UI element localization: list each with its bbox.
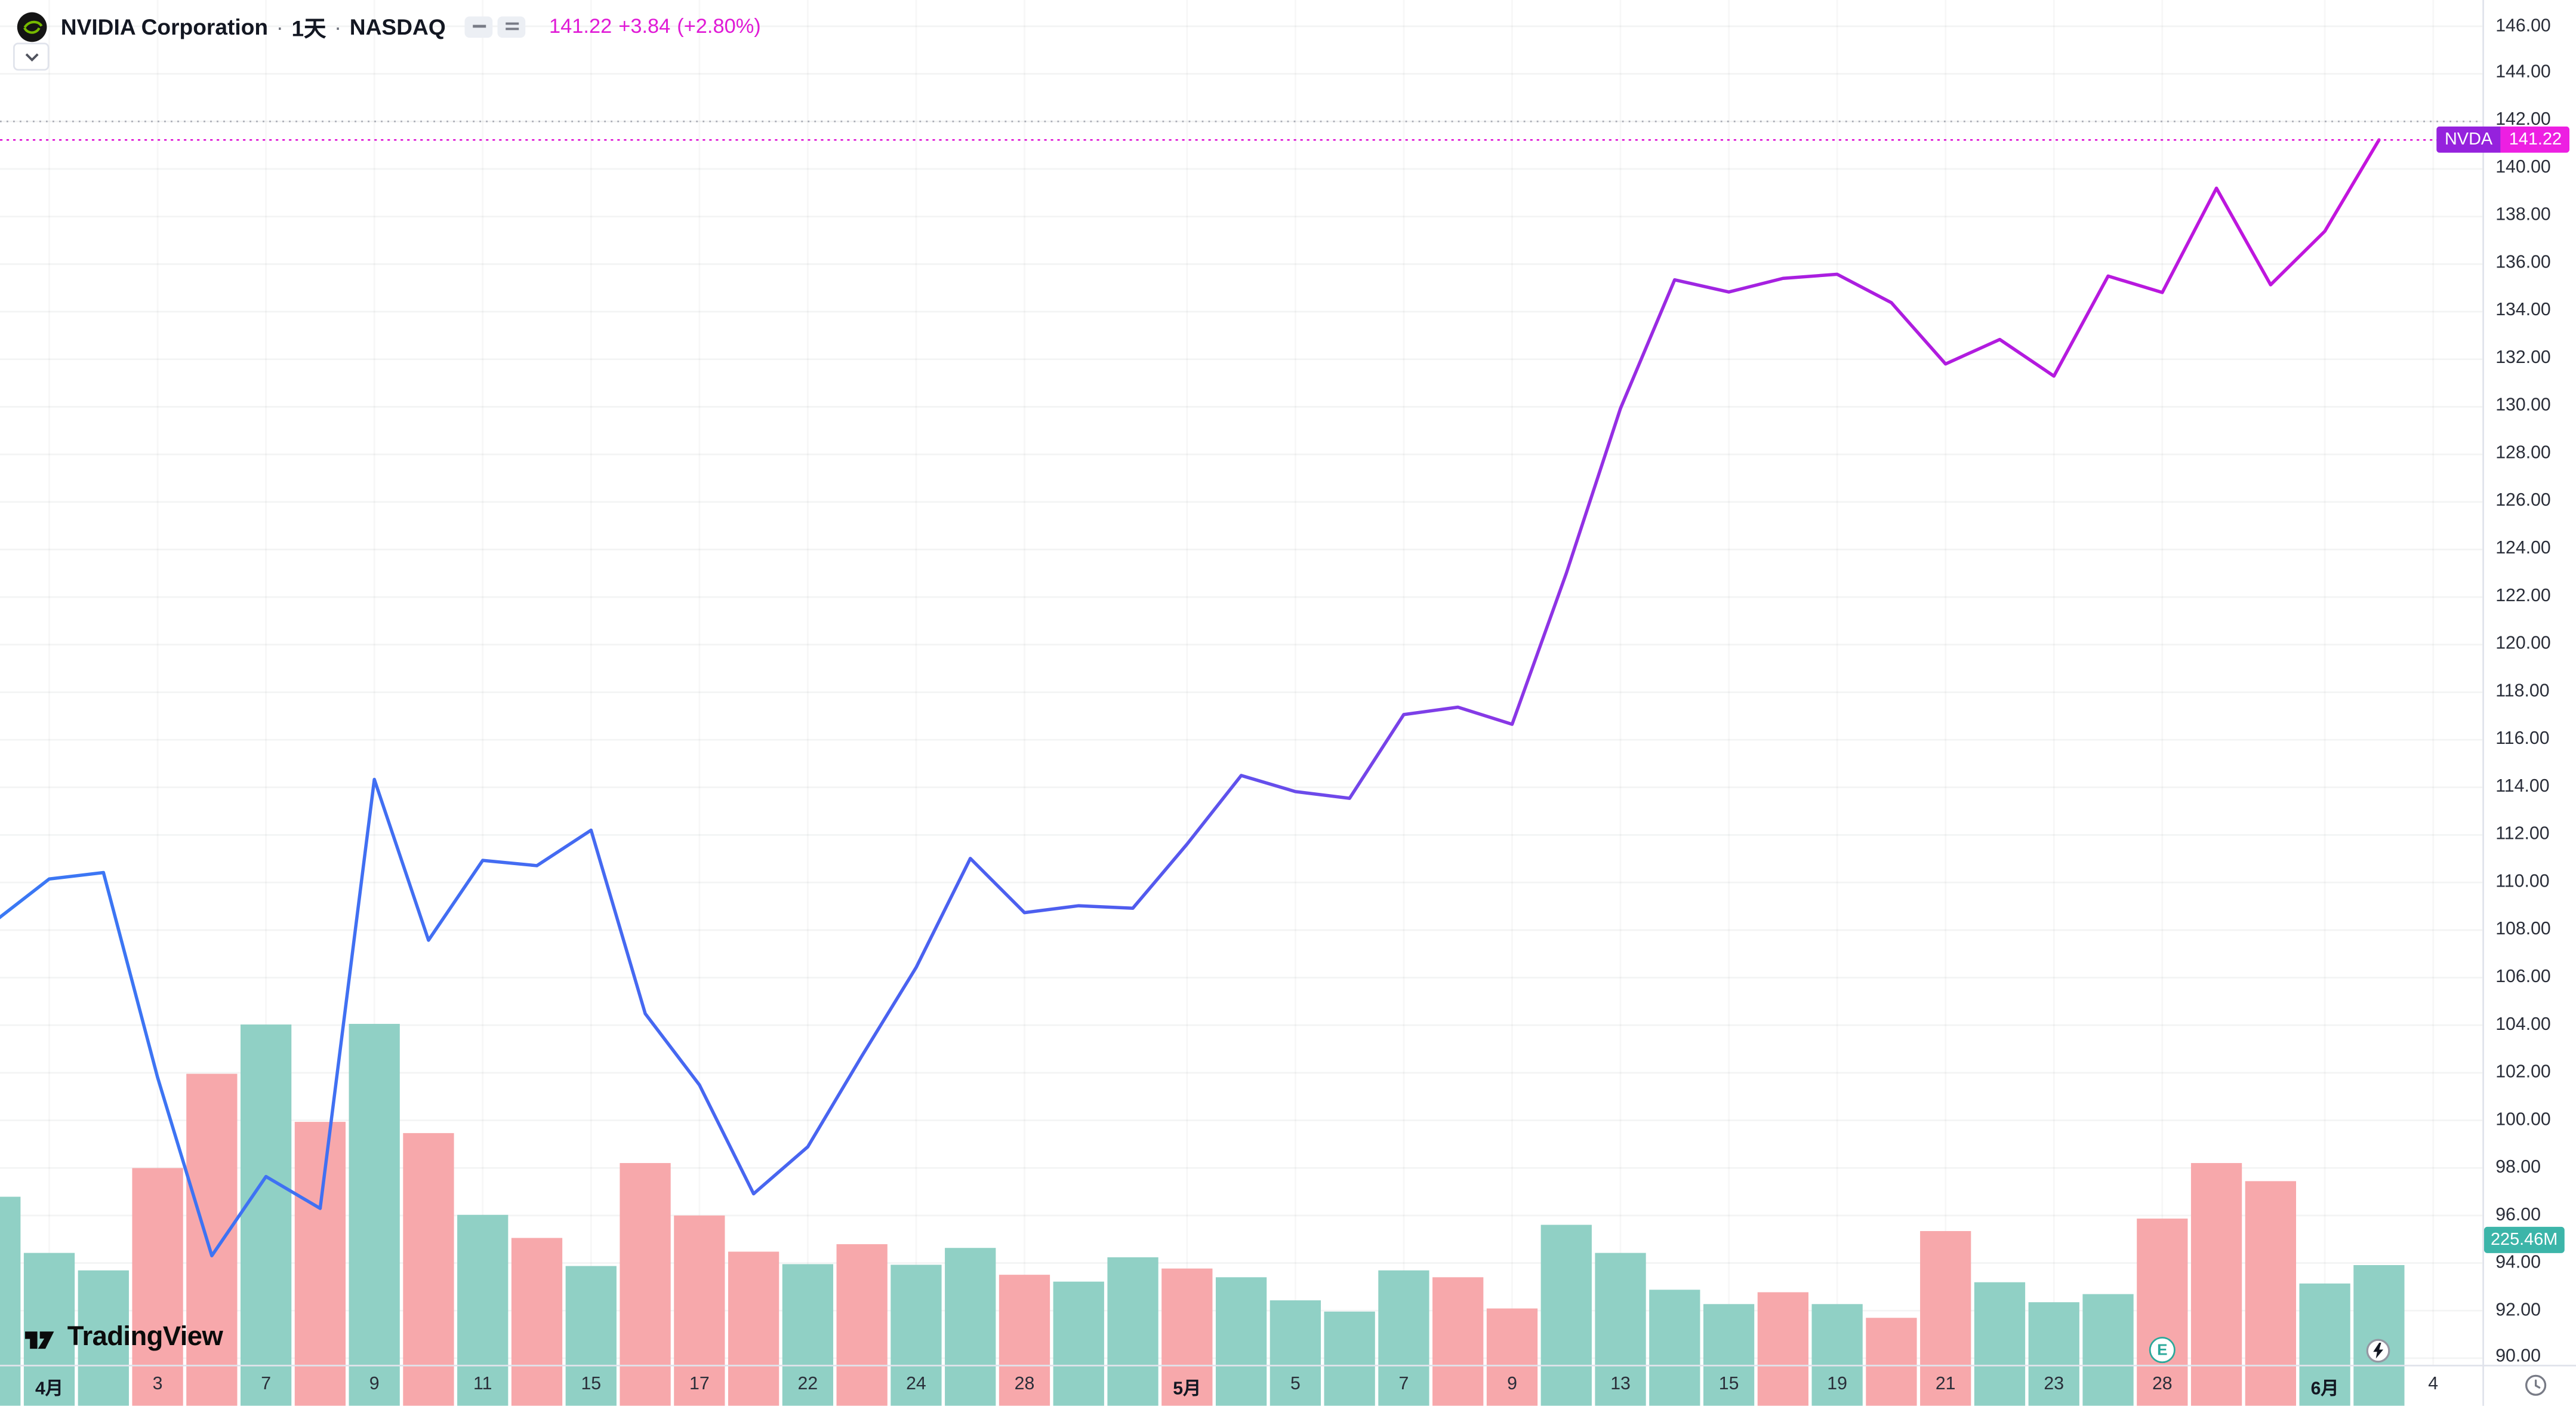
exchange-name[interactable]: NASDAQ [349,14,446,39]
price-tick-label: 100.00 [2495,1109,2551,1130]
price-tick-label: 138.00 [2495,205,2551,226]
price-tick-label: 98.00 [2495,1157,2541,1177]
price-tick-label: 110.00 [2495,872,2550,892]
legend-separator: · [334,14,342,39]
price-tick-label: 128.00 [2495,444,2551,464]
price-tick-label: 114.00 [2495,776,2550,796]
price-tick-label: 92.00 [2495,1300,2541,1320]
price-tick-label: 96.00 [2495,1204,2541,1225]
tradingview-logo-icon [24,1331,54,1349]
chart-canvas[interactable] [0,0,2483,1406]
price-tick-label: 134.00 [2495,301,2551,321]
price-change: +3.84 [618,14,671,38]
price-tick-label: 116.00 [2495,729,2550,749]
price-tick-label: 112.00 [2495,824,2550,844]
last-price: 141.22 [549,14,612,38]
chevron-down-icon [24,53,38,61]
ohlc-values-toggle-icon[interactable] [465,16,494,37]
price-tick-label: 120.00 [2495,633,2551,654]
time-axis-separator [0,1364,2576,1367]
tradingview-watermark[interactable]: TradingView [21,1321,223,1355]
price-tick-label: 126.00 [2495,491,2551,511]
legend-expand-button[interactable] [13,42,50,71]
price-tick-label: 118.00 [2495,681,2550,702]
chart-legend: NVIDIA Corporation · 1天 · NASDAQ 141.22 … [17,10,761,43]
price-badge-symbol: NVDA [2436,127,2501,153]
change-values-toggle-icon[interactable] [498,16,526,37]
price-badge-value: 141.22 [2500,127,2570,153]
price-tick-label: 94.00 [2495,1252,2541,1272]
symbol-name[interactable]: NVIDIA Corporation [60,14,269,39]
price-tick-label: 146.00 [2495,16,2551,36]
tradingview-watermark-text: TradingView [67,1322,223,1352]
price-tick-label: 122.00 [2495,586,2551,607]
price-change-percent: (+2.80%) [677,14,761,38]
price-tick-label: 144.00 [2495,63,2551,83]
earnings-marker-letter: E [2157,1341,2168,1359]
price-tick-label: 108.00 [2495,919,2551,939]
legend-separator: · [276,14,284,39]
price-tick-label: 136.00 [2495,253,2551,273]
price-tick-label: 106.00 [2495,967,2551,987]
volume-value-badge: 225.46M [2483,1226,2565,1253]
price-tick-label: 124.00 [2495,539,2551,559]
interval-button[interactable]: 1天 [291,16,326,41]
price-tick-label: 130.00 [2495,396,2551,416]
price-axis-separator [2482,0,2484,1406]
price-tick-label: 102.00 [2495,1062,2551,1082]
earnings-marker-icon[interactable]: E [2149,1337,2176,1364]
price-tick-label: 132.00 [2495,348,2551,368]
nvidia-logo-icon [17,11,47,41]
flash-event-icon[interactable] [2366,1339,2390,1363]
price-tick-label: 140.00 [2495,158,2551,179]
price-tick-label: 104.00 [2495,1014,2551,1035]
current-price-badge: NVDA 141.22 [2436,127,2570,153]
clock-icon[interactable] [2523,1373,2548,1406]
